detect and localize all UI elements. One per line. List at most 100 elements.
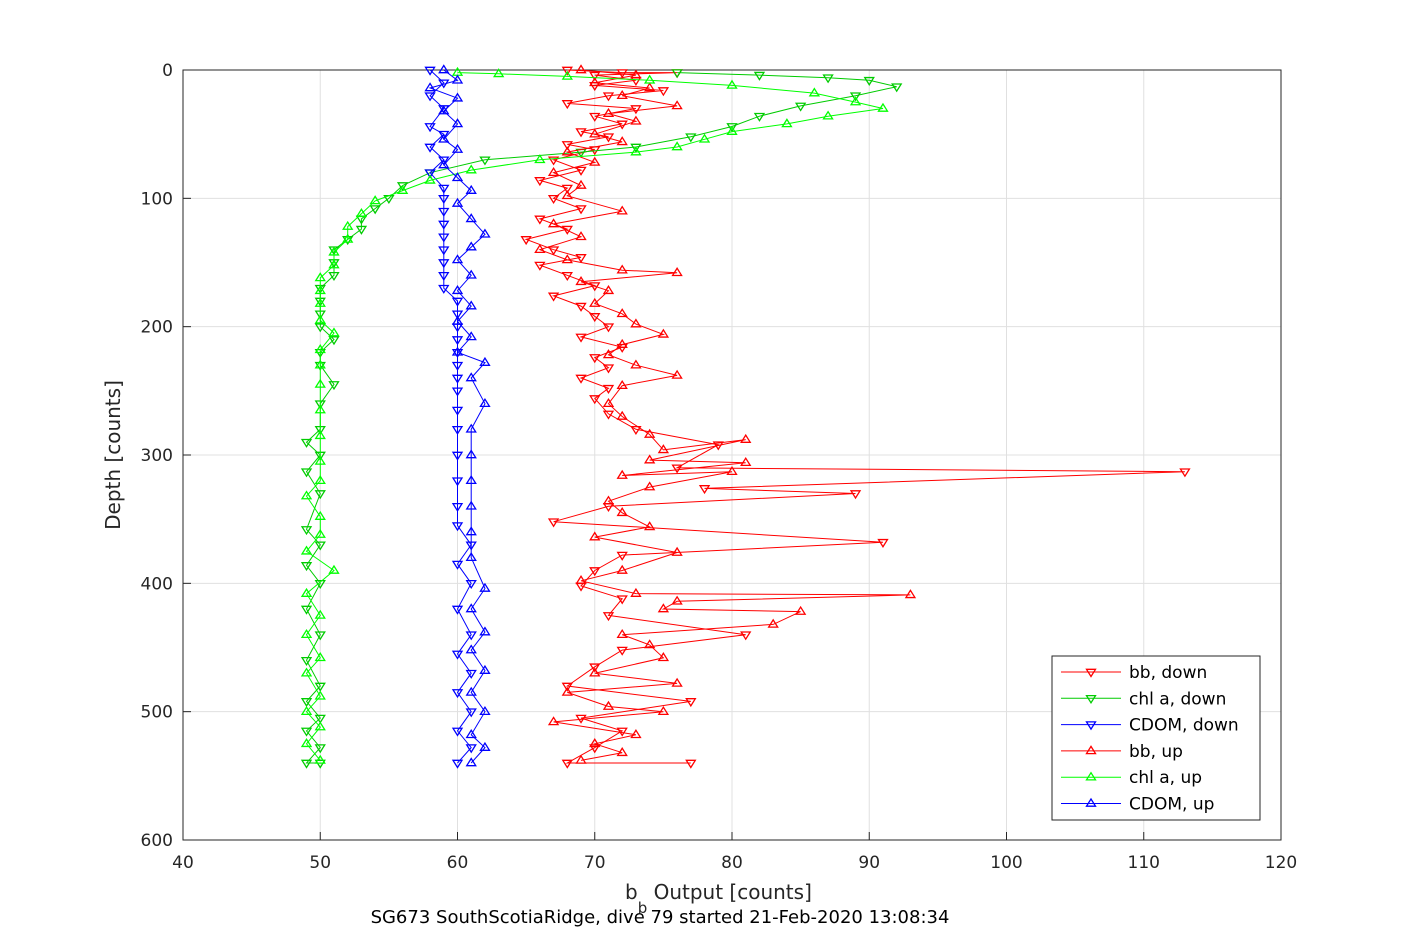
data-point xyxy=(726,79,738,89)
data-point xyxy=(904,589,917,599)
data-point xyxy=(479,664,491,674)
x-axis-label: bb Output [counts] xyxy=(625,880,812,917)
data-point xyxy=(451,172,464,182)
x-axis-label-main: b xyxy=(625,880,638,904)
data-point xyxy=(451,92,464,102)
y-tick-label: 200 xyxy=(141,318,173,338)
data-point xyxy=(328,381,340,391)
data-point xyxy=(602,107,615,117)
data-point xyxy=(616,628,628,639)
data-point xyxy=(863,76,875,86)
data-point xyxy=(849,490,862,500)
data-point xyxy=(396,184,409,194)
data-point xyxy=(589,567,601,577)
data-point xyxy=(561,100,573,110)
legend-entry: bb, up xyxy=(1061,742,1183,762)
y-tick-label: 100 xyxy=(141,189,173,209)
data-point xyxy=(602,364,615,374)
data-point xyxy=(616,646,628,656)
data-point xyxy=(726,123,738,133)
data-point xyxy=(328,246,340,256)
data-point xyxy=(314,297,326,307)
data-point xyxy=(424,174,436,184)
data-point xyxy=(547,194,560,205)
data-point xyxy=(1179,468,1191,478)
data-point xyxy=(575,179,587,189)
data-point xyxy=(465,603,477,613)
data-point xyxy=(630,146,642,156)
data-point xyxy=(438,259,450,269)
data-point xyxy=(438,159,450,169)
data-point xyxy=(575,333,587,343)
data-point xyxy=(465,474,477,485)
data-point xyxy=(630,143,642,153)
y-tick-label: 0 xyxy=(162,61,173,81)
data-point xyxy=(575,254,587,264)
data-point xyxy=(451,477,464,487)
data-point xyxy=(465,164,477,174)
data-point xyxy=(616,136,628,146)
data-point xyxy=(314,323,326,333)
data-point xyxy=(465,644,477,654)
data-point xyxy=(616,379,628,390)
data-point xyxy=(314,359,326,369)
data-point xyxy=(424,66,436,76)
data-point xyxy=(630,69,642,79)
x-tick-label: 90 xyxy=(858,853,880,873)
data-point xyxy=(561,184,573,194)
data-point xyxy=(589,738,601,748)
data-point xyxy=(451,74,464,84)
data-point xyxy=(616,507,628,517)
data-point xyxy=(561,141,573,151)
data-point xyxy=(575,64,587,74)
data-point xyxy=(314,510,326,520)
legend-marker xyxy=(1085,797,1097,807)
data-point xyxy=(822,74,834,84)
data-point xyxy=(561,254,573,264)
data-point xyxy=(575,128,587,138)
data-point xyxy=(877,102,889,112)
data-point xyxy=(342,233,354,243)
data-point xyxy=(643,82,656,92)
data-point xyxy=(698,485,711,495)
data-point xyxy=(602,323,615,333)
data-point xyxy=(671,464,683,474)
data-point xyxy=(877,538,889,548)
data-point xyxy=(451,727,464,737)
data-point xyxy=(479,741,491,751)
data-point xyxy=(753,71,766,81)
data-point xyxy=(438,233,450,243)
x-tick-label: 40 xyxy=(172,853,194,873)
data-point xyxy=(438,64,450,74)
data-point xyxy=(300,562,313,572)
data-point xyxy=(465,744,477,754)
data-point xyxy=(465,269,477,279)
data-point xyxy=(671,546,683,556)
data-point xyxy=(657,705,670,716)
data-point xyxy=(547,518,560,528)
data-point xyxy=(438,133,450,143)
data-point xyxy=(602,397,615,408)
data-point xyxy=(451,374,464,384)
data-point xyxy=(589,112,601,122)
data-point xyxy=(547,716,560,726)
data-point xyxy=(534,215,546,225)
data-point xyxy=(314,344,326,354)
data-point xyxy=(685,759,697,769)
data-point xyxy=(589,354,601,364)
data-point xyxy=(369,195,381,205)
data-point xyxy=(767,618,779,628)
data-point xyxy=(561,190,573,200)
axis-ticks: 40 50 60 70 80 90 100 110 120 0 100 200 300 400 500 600 xyxy=(141,61,1298,873)
data-point xyxy=(616,410,628,420)
y-tick-label: 500 xyxy=(141,703,173,723)
series-cdom-up xyxy=(424,64,491,767)
data-point xyxy=(589,313,601,323)
data-point xyxy=(314,404,326,414)
y-tick-label: 600 xyxy=(141,831,173,851)
x-tick-label: 70 xyxy=(584,853,606,873)
data-point xyxy=(300,727,313,737)
data-point xyxy=(342,220,354,230)
data-point xyxy=(328,271,340,282)
data-point xyxy=(643,639,656,649)
